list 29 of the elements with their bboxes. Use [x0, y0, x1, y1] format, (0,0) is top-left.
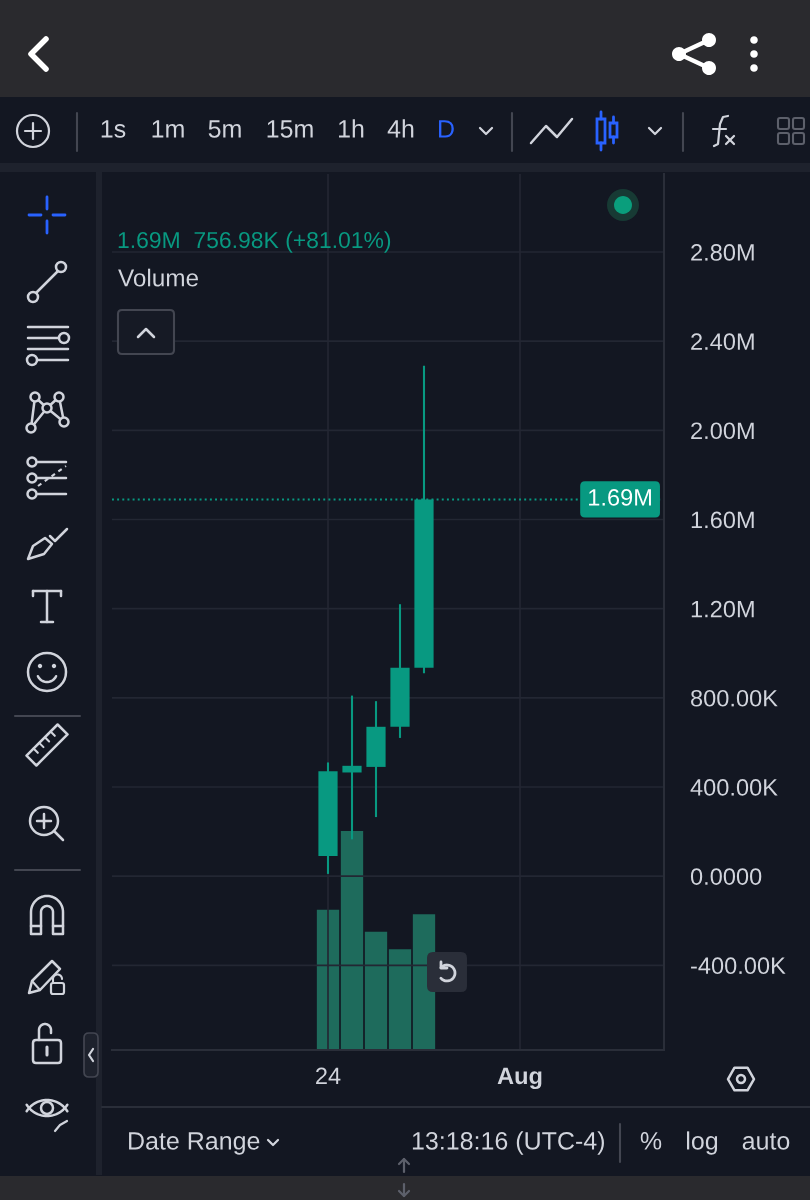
y-tick-label: 2.40M	[691, 333, 754, 350]
chart-title: Volume	[118, 268, 198, 287]
text: %	[640, 1132, 662, 1150]
text: log	[687, 1131, 718, 1155]
y-tick-label: 400.00K	[690, 779, 778, 796]
text: 1m	[152, 120, 184, 138]
y-tick-label: -400.00K	[691, 957, 786, 975]
text: 1s	[101, 120, 126, 138]
text: 1h	[339, 119, 364, 138]
bar	[340, 831, 364, 1050]
y-tick-label: 1.20M	[691, 600, 754, 618]
text: Date Range	[129, 1132, 260, 1155]
ref-line-label: 1.69M	[589, 489, 651, 506]
x-tick-label: Aug	[497, 1067, 542, 1090]
text: 4h	[387, 119, 414, 138]
annotation: 1.69M 756.98K (+81.01%)	[118, 231, 391, 253]
text: 5m	[208, 120, 241, 138]
y-tick-label: 2.00M	[691, 422, 754, 440]
text: 13:18:16 (UTC-4)	[412, 1131, 604, 1155]
bar	[364, 931, 388, 1050]
y-tick-label: 800.00K	[691, 689, 778, 707]
bar	[388, 949, 412, 1050]
y-tick-label: 2.80M	[691, 244, 754, 261]
text: 15m	[267, 120, 313, 138]
x-tick-label: 24	[316, 1067, 341, 1085]
text: auto	[742, 1133, 790, 1150]
y-tick-label: 1.60M	[691, 511, 754, 529]
text: D	[439, 120, 454, 138]
y-tick-label: 0.0000	[690, 868, 762, 885]
